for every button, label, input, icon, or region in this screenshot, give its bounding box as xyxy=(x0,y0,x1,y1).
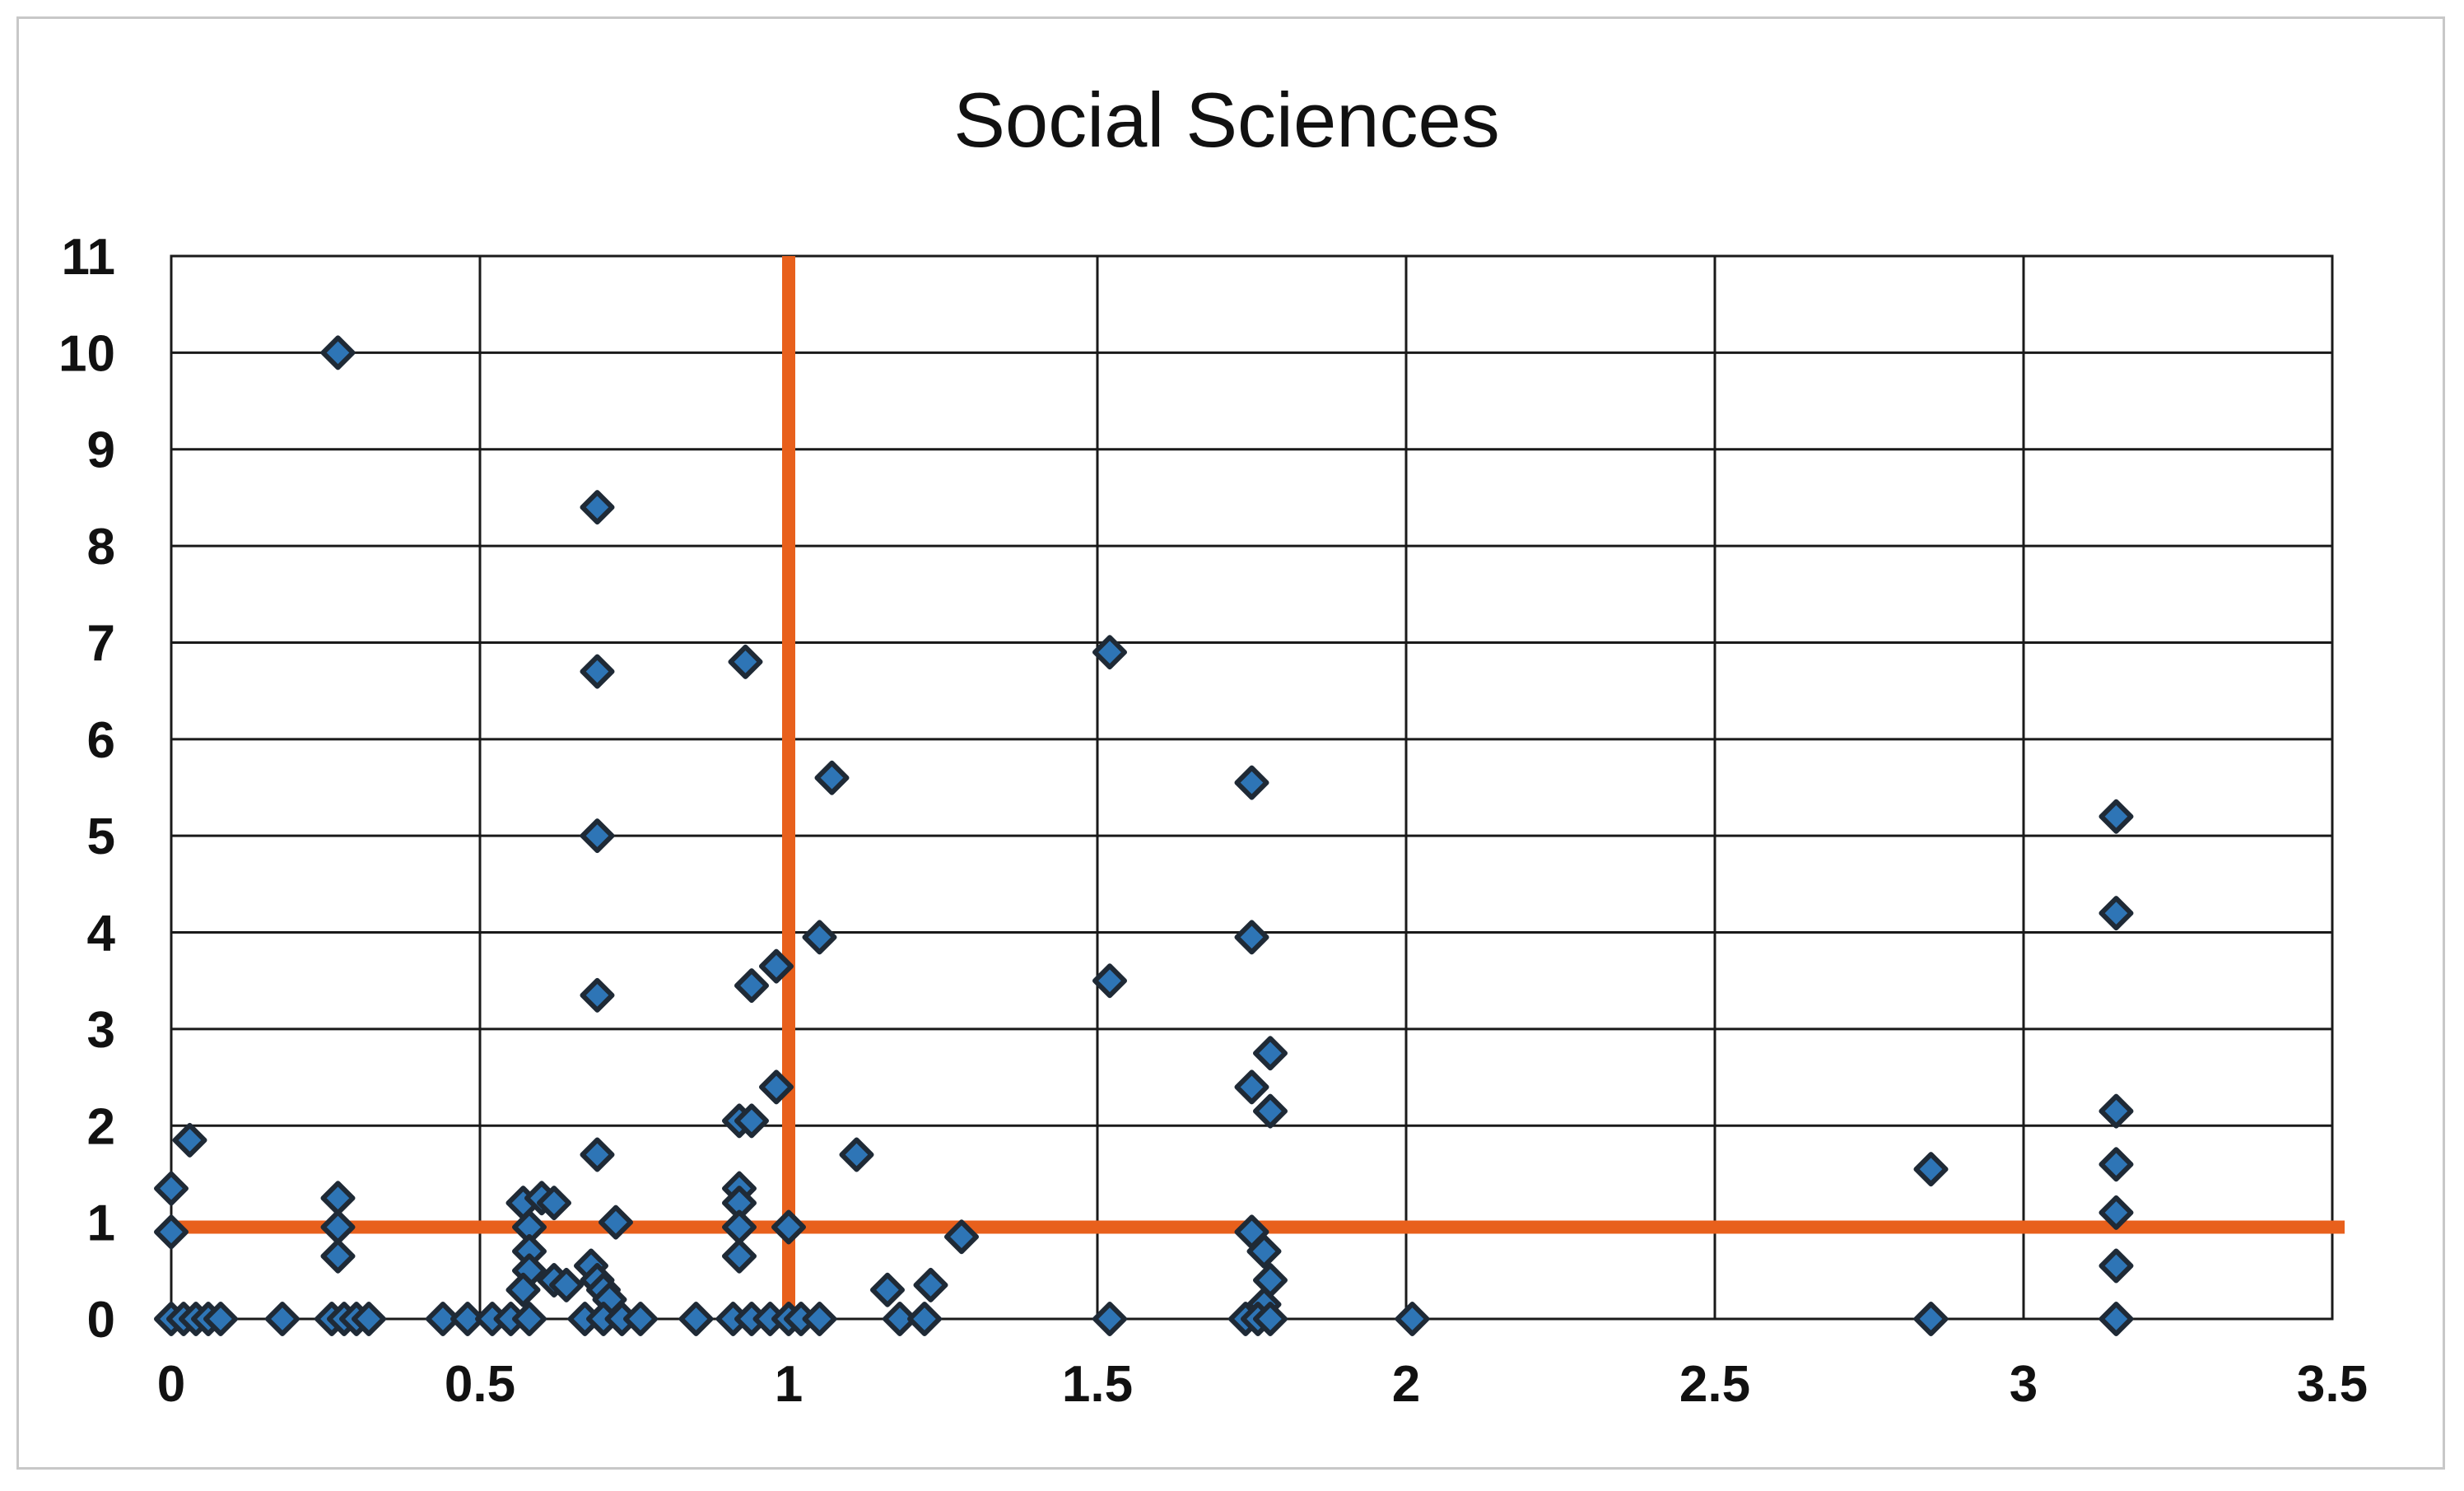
data-point xyxy=(172,1122,207,1158)
data-point xyxy=(1253,1302,1288,1336)
data-point xyxy=(580,654,615,689)
chart-title: Social Sciences xyxy=(953,77,1500,163)
data-point xyxy=(802,920,837,955)
data-point xyxy=(549,1267,584,1302)
y-tick-label: 10 xyxy=(58,325,115,382)
y-axis-ticks: 0 1 2 3 4 5 6 7 8 9 10 11 xyxy=(58,229,115,1349)
x-tick-label: 0 xyxy=(157,1356,185,1413)
data-point xyxy=(1253,1036,1288,1071)
data-point xyxy=(759,948,794,984)
data-point xyxy=(2098,799,2134,834)
y-tick-label: 9 xyxy=(87,422,115,479)
data-point xyxy=(580,818,615,854)
x-axis-ticks: 0 0.5 1 1.5 2 2.5 3 3.5 xyxy=(157,1356,2368,1413)
data-point xyxy=(1246,1233,1282,1269)
data-point xyxy=(1913,1302,1949,1336)
data-point xyxy=(320,1181,356,1216)
data-point xyxy=(352,1302,386,1336)
y-tick-label: 6 xyxy=(87,712,115,769)
x-tick-label: 0.5 xyxy=(445,1356,515,1413)
data-point xyxy=(2098,1302,2134,1336)
grid xyxy=(170,254,2334,1321)
x-tick-label: 1.5 xyxy=(1062,1356,1133,1413)
data-point xyxy=(537,1186,571,1221)
y-tick-label: 2 xyxy=(87,1098,115,1155)
y-tick-label: 0 xyxy=(87,1292,115,1349)
y-tick-label: 8 xyxy=(87,519,115,575)
data-point xyxy=(599,1204,633,1240)
data-point xyxy=(320,1209,356,1245)
x-tick-label: 2.5 xyxy=(1679,1356,1750,1413)
data-point xyxy=(944,1219,979,1255)
data-point xyxy=(505,1272,541,1307)
data-point xyxy=(265,1302,300,1336)
data-points xyxy=(154,335,2134,1336)
data-point xyxy=(1234,765,1269,800)
data-point xyxy=(154,1214,189,1250)
data-point xyxy=(802,1302,837,1336)
x-tick-label: 3.5 xyxy=(2297,1356,2368,1413)
y-tick-label: 11 xyxy=(61,229,115,286)
data-point xyxy=(320,1238,356,1274)
data-point xyxy=(1234,920,1269,955)
y-tick-label: 1 xyxy=(87,1195,115,1252)
data-point xyxy=(759,1069,794,1105)
data-point xyxy=(678,1302,714,1336)
y-tick-label: 3 xyxy=(87,1002,115,1059)
y-tick-label: 7 xyxy=(87,615,115,672)
data-point xyxy=(1092,1302,1127,1336)
data-point xyxy=(2098,896,2134,931)
data-point xyxy=(580,490,615,525)
data-point xyxy=(734,1103,769,1139)
data-point xyxy=(1913,1152,1949,1187)
data-point xyxy=(722,1209,757,1245)
data-point xyxy=(907,1302,942,1336)
data-point xyxy=(1253,1093,1288,1129)
data-point xyxy=(154,1171,189,1206)
data-point xyxy=(1395,1302,1430,1336)
x-tick-label: 2 xyxy=(1392,1356,1420,1413)
x-tick-label: 1 xyxy=(775,1356,803,1413)
data-point xyxy=(623,1302,658,1336)
data-point xyxy=(883,1302,917,1336)
data-point xyxy=(450,1302,485,1336)
data-point xyxy=(203,1302,238,1336)
data-point xyxy=(734,968,769,1004)
data-point xyxy=(2098,1147,2134,1182)
data-point xyxy=(580,977,615,1013)
data-point xyxy=(870,1272,905,1307)
data-point xyxy=(320,335,356,370)
data-point xyxy=(771,1209,806,1245)
y-tick-label: 5 xyxy=(87,808,115,865)
data-point xyxy=(2098,1093,2134,1129)
data-point xyxy=(913,1267,948,1302)
data-point xyxy=(722,1238,757,1274)
data-point xyxy=(580,1137,615,1172)
data-point xyxy=(2098,1248,2134,1284)
data-point xyxy=(1234,1069,1269,1105)
data-point xyxy=(2098,1195,2134,1230)
data-point xyxy=(426,1302,460,1336)
data-point xyxy=(839,1137,874,1172)
x-tick-label: 3 xyxy=(2010,1356,2038,1413)
data-point xyxy=(1092,963,1127,999)
data-point xyxy=(1092,635,1127,670)
data-point xyxy=(728,644,763,679)
y-tick-label: 4 xyxy=(87,906,116,962)
data-point xyxy=(814,760,850,795)
data-point xyxy=(512,1302,547,1336)
